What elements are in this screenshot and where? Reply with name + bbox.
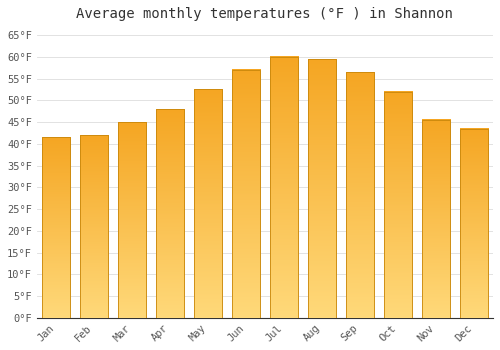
Bar [270,57,298,318]
Bar [422,120,450,318]
Bar [42,137,70,318]
Bar [156,109,184,318]
Bar [346,72,374,318]
Bar [308,59,336,318]
Bar [384,92,412,318]
Bar [80,135,108,318]
Bar [118,122,146,318]
Bar [232,70,260,318]
Bar [194,89,222,318]
Bar [460,128,488,318]
Title: Average monthly temperatures (°F ) in Shannon: Average monthly temperatures (°F ) in Sh… [76,7,454,21]
